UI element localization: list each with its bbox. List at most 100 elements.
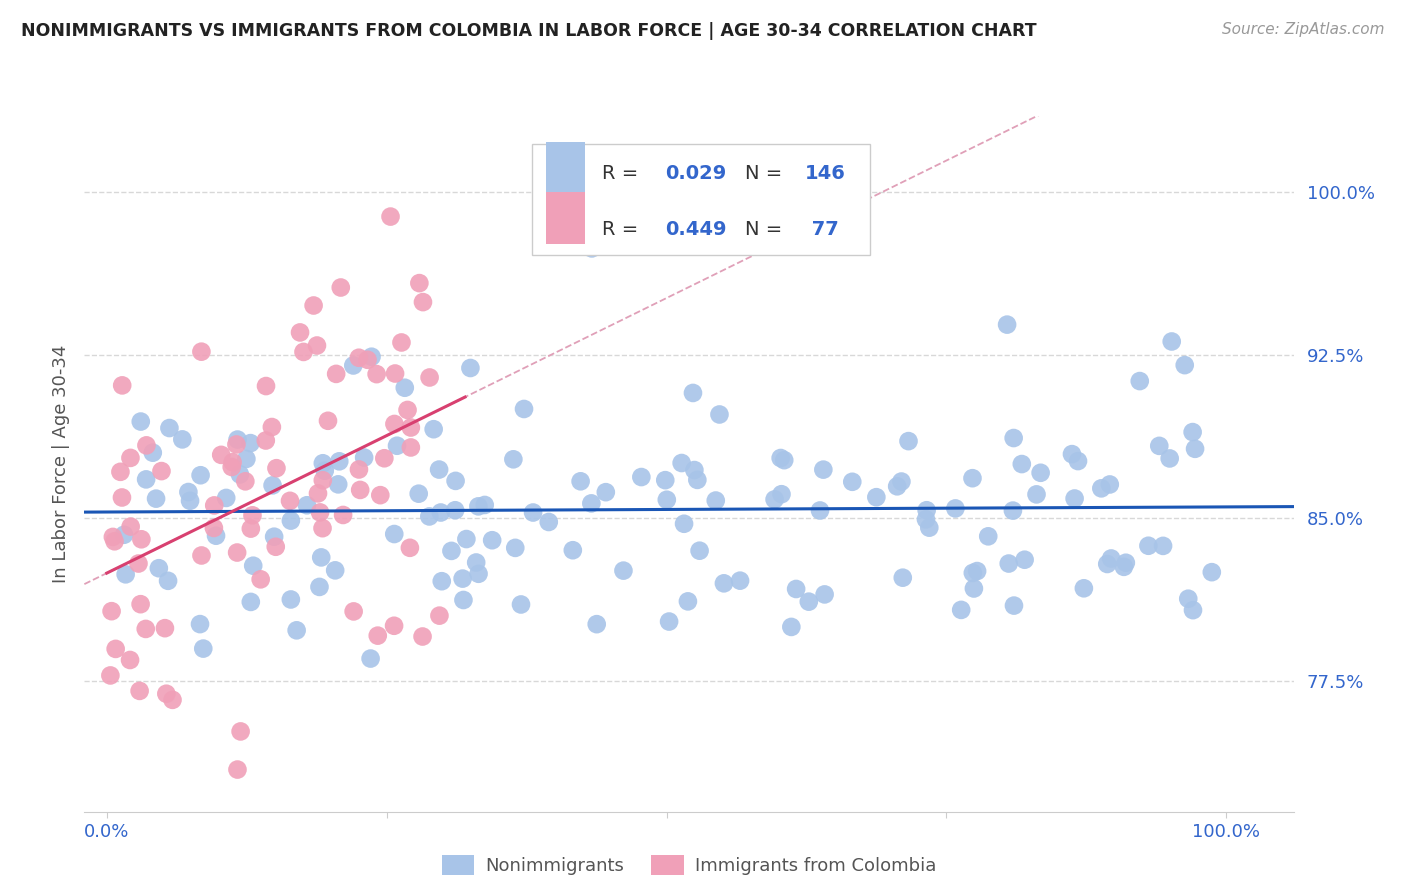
Point: [1159, 451, 1181, 466]
Point: [467, 500, 489, 514]
Point: [1098, 477, 1121, 491]
Point: [190, 344, 212, 359]
Text: N =: N =: [745, 164, 787, 184]
Point: [780, 620, 803, 634]
Point: [360, 350, 382, 364]
Point: [673, 516, 696, 531]
Point: [950, 603, 973, 617]
Point: [233, 475, 256, 489]
Point: [522, 506, 544, 520]
Point: [367, 629, 389, 643]
Point: [399, 420, 422, 434]
Point: [1174, 358, 1197, 372]
Point: [239, 595, 262, 609]
Y-axis label: In Labor Force | Age 30-34: In Labor Force | Age 30-34: [52, 344, 70, 583]
Point: [977, 529, 1000, 543]
Text: NONIMMIGRANTS VS IMMIGRANTS FROM COLOMBIA IN LABOR FORCE | AGE 30-34 CORRELATION: NONIMMIGRANTS VS IMMIGRANTS FROM COLOMBI…: [21, 22, 1036, 40]
Point: [1067, 454, 1090, 468]
Point: [329, 280, 352, 294]
Point: [728, 574, 751, 588]
Point: [104, 641, 127, 656]
Point: [353, 450, 375, 465]
Point: [841, 475, 863, 489]
Point: [111, 378, 134, 392]
Point: [444, 503, 467, 517]
Point: [537, 515, 560, 529]
Point: [412, 295, 434, 310]
Point: [945, 501, 967, 516]
Point: [682, 386, 704, 401]
Point: [865, 490, 887, 504]
Point: [225, 437, 247, 451]
Point: [704, 493, 727, 508]
Point: [226, 763, 249, 777]
Point: [658, 615, 681, 629]
Point: [1063, 491, 1085, 506]
Point: [229, 467, 252, 482]
Point: [142, 446, 165, 460]
Point: [1112, 559, 1135, 574]
Point: [145, 491, 167, 506]
Point: [451, 572, 474, 586]
Point: [202, 499, 225, 513]
Point: [325, 367, 347, 381]
Point: [260, 420, 283, 434]
Point: [1152, 539, 1174, 553]
Point: [205, 529, 228, 543]
Point: [886, 479, 908, 493]
Point: [356, 352, 378, 367]
Point: [385, 439, 408, 453]
Point: [172, 433, 194, 447]
Point: [112, 528, 135, 542]
Point: [422, 422, 444, 436]
Point: [769, 450, 792, 465]
Point: [474, 498, 496, 512]
Point: [785, 582, 807, 596]
Point: [202, 521, 225, 535]
Point: [502, 452, 524, 467]
Point: [1184, 442, 1206, 456]
Point: [129, 597, 152, 611]
Point: [581, 241, 603, 255]
Point: [915, 512, 938, 526]
Point: [311, 521, 333, 535]
Point: [264, 540, 287, 554]
Point: [190, 549, 212, 563]
Point: [429, 608, 451, 623]
Point: [280, 514, 302, 528]
Point: [429, 506, 451, 520]
Point: [373, 451, 395, 466]
Point: [813, 587, 835, 601]
Point: [918, 521, 941, 535]
Point: [1002, 431, 1025, 445]
Point: [128, 684, 150, 698]
Point: [440, 544, 463, 558]
Point: [120, 450, 142, 465]
Point: [686, 473, 709, 487]
Text: Source: ZipAtlas.com: Source: ZipAtlas.com: [1222, 22, 1385, 37]
Text: 0.029: 0.029: [665, 164, 725, 184]
Point: [295, 498, 318, 512]
Point: [292, 345, 315, 359]
Point: [1090, 481, 1112, 495]
Point: [962, 471, 984, 485]
Point: [131, 533, 153, 547]
Point: [689, 543, 711, 558]
Point: [215, 491, 238, 505]
Point: [1001, 503, 1024, 517]
Point: [382, 527, 405, 541]
Point: [263, 530, 285, 544]
Point: [891, 571, 914, 585]
Point: [262, 478, 284, 492]
Text: 77: 77: [806, 220, 839, 239]
Point: [309, 550, 332, 565]
Point: [467, 566, 489, 581]
Point: [302, 298, 325, 312]
Point: [1099, 551, 1122, 566]
Point: [671, 456, 693, 470]
Point: [510, 598, 533, 612]
Point: [1149, 439, 1171, 453]
Point: [460, 361, 482, 376]
Point: [307, 486, 329, 500]
Point: [254, 434, 277, 448]
